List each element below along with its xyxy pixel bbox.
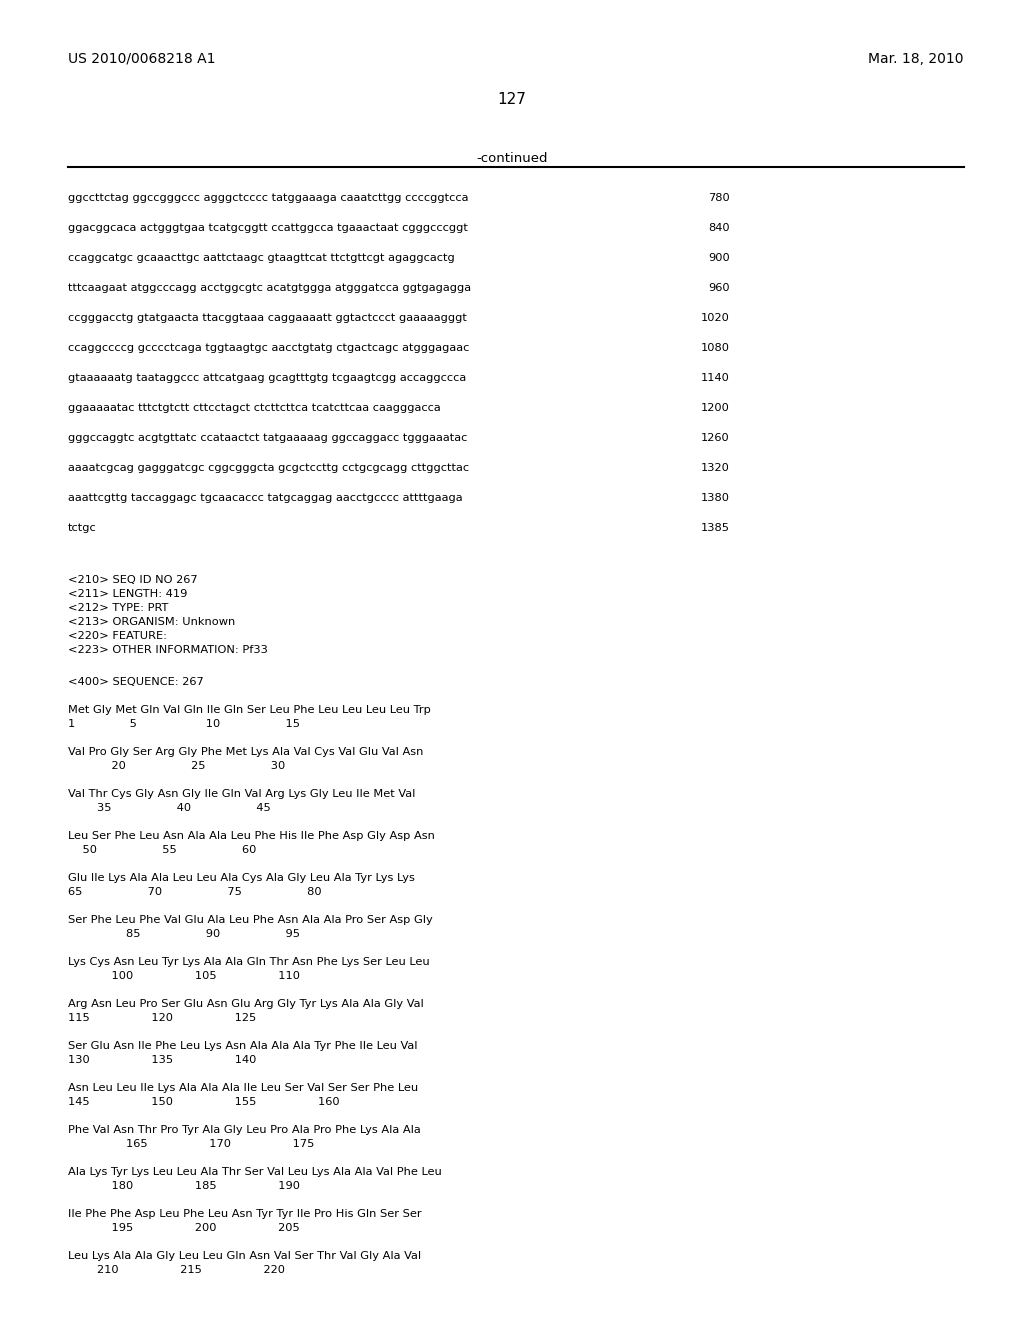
Text: ccgggacctg gtatgaacta ttacggtaaa caggaaaatt ggtactccct gaaaaagggt: ccgggacctg gtatgaacta ttacggtaaa caggaaa… xyxy=(68,313,467,323)
Text: Phe Val Asn Thr Pro Tyr Ala Gly Leu Pro Ala Pro Phe Lys Ala Ala: Phe Val Asn Thr Pro Tyr Ala Gly Leu Pro … xyxy=(68,1125,421,1135)
Text: 210                 215                 220: 210 215 220 xyxy=(68,1265,285,1275)
Text: gtaaaaaatg taataggccc attcatgaag gcagtttgtg tcgaagtcgg accaggccca: gtaaaaaatg taataggccc attcatgaag gcagttt… xyxy=(68,374,466,383)
Text: 145                 150                 155                 160: 145 150 155 160 xyxy=(68,1097,340,1107)
Text: ggaaaaatac tttctgtctt cttcctagct ctcttcttca tcatcttcaa caagggacca: ggaaaaatac tttctgtctt cttcctagct ctcttct… xyxy=(68,403,440,413)
Text: 1               5                   10                  15: 1 5 10 15 xyxy=(68,719,300,729)
Text: <211> LENGTH: 419: <211> LENGTH: 419 xyxy=(68,589,187,599)
Text: Arg Asn Leu Pro Ser Glu Asn Glu Arg Gly Tyr Lys Ala Ala Gly Val: Arg Asn Leu Pro Ser Glu Asn Glu Arg Gly … xyxy=(68,999,424,1008)
Text: 65                  70                  75                  80: 65 70 75 80 xyxy=(68,887,322,898)
Text: Val Pro Gly Ser Arg Gly Phe Met Lys Ala Val Cys Val Glu Val Asn: Val Pro Gly Ser Arg Gly Phe Met Lys Ala … xyxy=(68,747,423,756)
Text: <400> SEQUENCE: 267: <400> SEQUENCE: 267 xyxy=(68,677,204,686)
Text: <212> TYPE: PRT: <212> TYPE: PRT xyxy=(68,603,168,612)
Text: ccaggcatgc gcaaacttgc aattctaagc gtaagttcat ttctgttcgt agaggcactg: ccaggcatgc gcaaacttgc aattctaagc gtaagtt… xyxy=(68,253,455,263)
Text: 85                  90                  95: 85 90 95 xyxy=(68,929,300,939)
Text: 1385: 1385 xyxy=(701,523,730,533)
Text: 115                 120                 125: 115 120 125 xyxy=(68,1012,256,1023)
Text: 50                  55                  60: 50 55 60 xyxy=(68,845,256,855)
Text: Val Thr Cys Gly Asn Gly Ile Gln Val Arg Lys Gly Leu Ile Met Val: Val Thr Cys Gly Asn Gly Ile Gln Val Arg … xyxy=(68,789,416,799)
Text: 840: 840 xyxy=(709,223,730,234)
Text: Mar. 18, 2010: Mar. 18, 2010 xyxy=(868,51,964,66)
Text: Ser Glu Asn Ile Phe Leu Lys Asn Ala Ala Ala Tyr Phe Ile Leu Val: Ser Glu Asn Ile Phe Leu Lys Asn Ala Ala … xyxy=(68,1041,418,1051)
Text: Leu Lys Ala Ala Gly Leu Leu Gln Asn Val Ser Thr Val Gly Ala Val: Leu Lys Ala Ala Gly Leu Leu Gln Asn Val … xyxy=(68,1251,421,1261)
Text: 1200: 1200 xyxy=(701,403,730,413)
Text: aaattcgttg taccaggagc tgcaacaccc tatgcaggag aacctgcccc attttgaaga: aaattcgttg taccaggagc tgcaacaccc tatgcag… xyxy=(68,492,463,503)
Text: <213> ORGANISM: Unknown: <213> ORGANISM: Unknown xyxy=(68,616,236,627)
Text: Ile Phe Phe Asp Leu Phe Leu Asn Tyr Tyr Ile Pro His Gln Ser Ser: Ile Phe Phe Asp Leu Phe Leu Asn Tyr Tyr … xyxy=(68,1209,422,1218)
Text: 1080: 1080 xyxy=(701,343,730,352)
Text: 960: 960 xyxy=(709,282,730,293)
Text: 100                 105                 110: 100 105 110 xyxy=(68,972,300,981)
Text: US 2010/0068218 A1: US 2010/0068218 A1 xyxy=(68,51,215,66)
Text: gggccaggtc acgtgttatc ccataactct tatgaaaaag ggccaggacc tgggaaatac: gggccaggtc acgtgttatc ccataactct tatgaaa… xyxy=(68,433,467,444)
Text: 165                 170                 175: 165 170 175 xyxy=(68,1139,314,1148)
Text: 900: 900 xyxy=(709,253,730,263)
Text: 1380: 1380 xyxy=(701,492,730,503)
Text: ggacggcaca actgggtgaa tcatgcggtt ccattggcca tgaaactaat cgggcccggt: ggacggcaca actgggtgaa tcatgcggtt ccattgg… xyxy=(68,223,468,234)
Text: ggccttctag ggccgggccc agggctcccc tatggaaaga caaatcttgg ccccggtcca: ggccttctag ggccgggccc agggctcccc tatggaa… xyxy=(68,193,469,203)
Text: <210> SEQ ID NO 267: <210> SEQ ID NO 267 xyxy=(68,576,198,585)
Text: Leu Ser Phe Leu Asn Ala Ala Leu Phe His Ile Phe Asp Gly Asp Asn: Leu Ser Phe Leu Asn Ala Ala Leu Phe His … xyxy=(68,832,435,841)
Text: ccaggccccg gcccctcaga tggtaagtgc aacctgtatg ctgactcagc atgggagaac: ccaggccccg gcccctcaga tggtaagtgc aacctgt… xyxy=(68,343,469,352)
Text: 35                  40                  45: 35 40 45 xyxy=(68,803,270,813)
Text: Ser Phe Leu Phe Val Glu Ala Leu Phe Asn Ala Ala Pro Ser Asp Gly: Ser Phe Leu Phe Val Glu Ala Leu Phe Asn … xyxy=(68,915,433,925)
Text: 1320: 1320 xyxy=(701,463,730,473)
Text: <223> OTHER INFORMATION: Pf33: <223> OTHER INFORMATION: Pf33 xyxy=(68,645,268,655)
Text: Met Gly Met Gln Val Gln Ile Gln Ser Leu Phe Leu Leu Leu Leu Trp: Met Gly Met Gln Val Gln Ile Gln Ser Leu … xyxy=(68,705,431,715)
Text: 127: 127 xyxy=(498,92,526,107)
Text: 195                 200                 205: 195 200 205 xyxy=(68,1224,300,1233)
Text: 1140: 1140 xyxy=(701,374,730,383)
Text: Ala Lys Tyr Lys Leu Leu Ala Thr Ser Val Leu Lys Ala Ala Val Phe Leu: Ala Lys Tyr Lys Leu Leu Ala Thr Ser Val … xyxy=(68,1167,441,1177)
Text: Glu Ile Lys Ala Ala Leu Leu Ala Cys Ala Gly Leu Ala Tyr Lys Lys: Glu Ile Lys Ala Ala Leu Leu Ala Cys Ala … xyxy=(68,873,415,883)
Text: 20                  25                  30: 20 25 30 xyxy=(68,762,286,771)
Text: tttcaagaat atggcccagg acctggcgtc acatgtggga atgggatcca ggtgagagga: tttcaagaat atggcccagg acctggcgtc acatgtg… xyxy=(68,282,471,293)
Text: 1020: 1020 xyxy=(701,313,730,323)
Text: aaaatcgcag gagggatcgc cggcgggcta gcgctccttg cctgcgcagg cttggcttac: aaaatcgcag gagggatcgc cggcgggcta gcgctcc… xyxy=(68,463,469,473)
Text: Asn Leu Leu Ile Lys Ala Ala Ala Ile Leu Ser Val Ser Ser Phe Leu: Asn Leu Leu Ile Lys Ala Ala Ala Ile Leu … xyxy=(68,1082,418,1093)
Text: <220> FEATURE:: <220> FEATURE: xyxy=(68,631,167,642)
Text: tctgc: tctgc xyxy=(68,523,96,533)
Text: 1260: 1260 xyxy=(701,433,730,444)
Text: -continued: -continued xyxy=(476,152,548,165)
Text: 180                 185                 190: 180 185 190 xyxy=(68,1181,300,1191)
Text: 780: 780 xyxy=(709,193,730,203)
Text: Lys Cys Asn Leu Tyr Lys Ala Ala Gln Thr Asn Phe Lys Ser Leu Leu: Lys Cys Asn Leu Tyr Lys Ala Ala Gln Thr … xyxy=(68,957,430,968)
Text: 130                 135                 140: 130 135 140 xyxy=(68,1055,256,1065)
